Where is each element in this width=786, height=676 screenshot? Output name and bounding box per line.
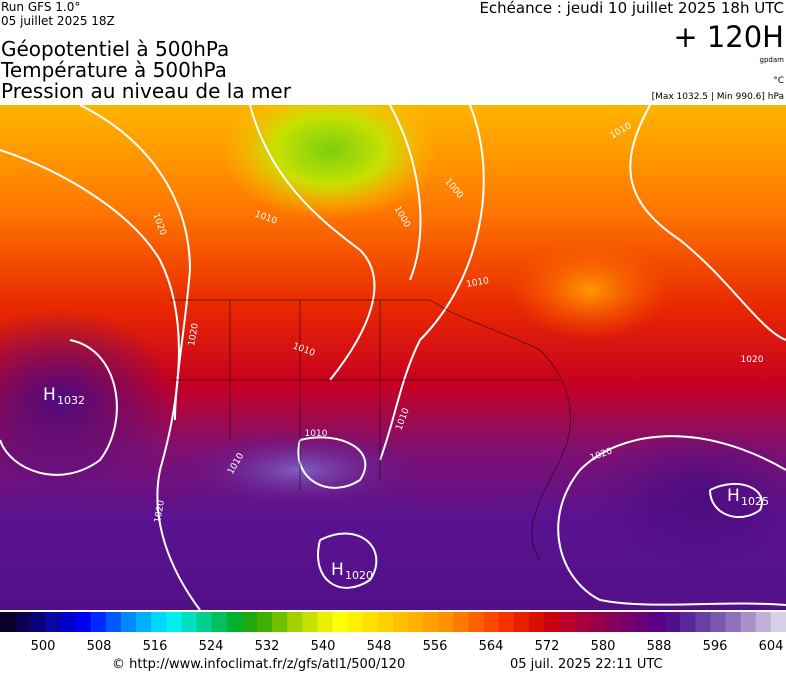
unit: gpdam bbox=[760, 56, 785, 64]
isobar-label: 1020 bbox=[153, 499, 167, 524]
colorbar-tick-label: 500 bbox=[31, 639, 56, 654]
colorbar-tick-label: 508 bbox=[87, 639, 112, 654]
colorbar-tick-label: 588 bbox=[647, 639, 672, 654]
colorbar-swatch bbox=[256, 612, 273, 632]
colorbar-swatch bbox=[604, 612, 621, 632]
colorbar-swatch bbox=[211, 612, 228, 632]
colorbar-swatch bbox=[151, 612, 167, 632]
source-url: © http://www.infoclimat.fr/z/gfs/atl1/50… bbox=[112, 657, 405, 672]
colorbar-swatch bbox=[226, 612, 243, 632]
map bbox=[0, 105, 786, 610]
colorbar-swatch bbox=[725, 612, 742, 632]
colorbar-swatch bbox=[649, 612, 666, 632]
colorbar-swatch bbox=[770, 612, 786, 632]
colorbar-swatch bbox=[302, 612, 318, 632]
colorbar-swatch bbox=[529, 612, 545, 632]
colorbar-swatch bbox=[513, 612, 530, 632]
colorbar-swatch bbox=[453, 612, 470, 632]
title-line: Géopotentiel à 500hPa bbox=[1, 37, 229, 61]
colorbar-swatch bbox=[287, 612, 303, 632]
high-value: 1032 bbox=[57, 394, 85, 407]
colorbar-swatch bbox=[468, 612, 485, 632]
pressure-range: [Max 1032.5 | Min 990.6] hPa bbox=[652, 92, 784, 102]
colorbar-swatch bbox=[740, 612, 757, 632]
colorbar-tick-label: 516 bbox=[143, 639, 168, 654]
colorbar-swatch bbox=[589, 612, 606, 632]
high-letter: H bbox=[43, 385, 56, 405]
colorbar-swatch bbox=[75, 612, 92, 632]
isobar-label: 1010 bbox=[466, 276, 491, 290]
colorbar-tick-label: 580 bbox=[591, 639, 616, 654]
colorbar-tick-label: 532 bbox=[255, 639, 280, 654]
colorbar-swatch bbox=[680, 612, 696, 632]
colorbar-swatch bbox=[710, 612, 727, 632]
colorbar-tick-label: 540 bbox=[311, 639, 336, 654]
high-letter: H bbox=[331, 560, 344, 580]
colorbar-swatch bbox=[45, 612, 61, 632]
colorbar-swatch bbox=[559, 612, 575, 632]
colorbar-swatch bbox=[30, 612, 46, 632]
colorbar-swatch bbox=[105, 612, 122, 632]
colorbar-swatch bbox=[393, 612, 409, 632]
isobar-label: 1020 bbox=[741, 355, 764, 365]
colorbar-swatch bbox=[166, 612, 182, 632]
colorbar-swatch bbox=[241, 612, 258, 632]
colorbar-swatch bbox=[695, 612, 711, 632]
colorbar-swatch bbox=[15, 612, 31, 632]
colorbar-swatch bbox=[0, 612, 16, 632]
title-line: Pression au niveau de la mer bbox=[1, 79, 292, 103]
colorbar-swatch bbox=[498, 612, 515, 632]
colorbar-swatch bbox=[438, 612, 454, 632]
valid-time: Echéance : jeudi 10 juillet 2025 18h UTC bbox=[479, 0, 784, 17]
colorbar-tick-label: 524 bbox=[199, 639, 224, 654]
colorbar-swatch bbox=[181, 612, 197, 632]
colorbar-swatch bbox=[347, 612, 364, 632]
high-value: 1025 bbox=[741, 495, 769, 508]
colorbar-swatch bbox=[619, 612, 636, 632]
colorbar-swatch bbox=[377, 612, 394, 632]
colorbar-tick-label: 548 bbox=[367, 639, 392, 654]
isobar-label: 1020 bbox=[187, 322, 201, 347]
colorbar-tick-label: 596 bbox=[703, 639, 728, 654]
colorbar-swatch bbox=[272, 612, 288, 632]
title-line: Température à 500hPa bbox=[0, 58, 227, 82]
colorbar-swatch bbox=[362, 612, 379, 632]
colorbar-tick-label: 556 bbox=[423, 639, 448, 654]
colorbar-swatch bbox=[317, 612, 334, 632]
colorbar-swatch bbox=[574, 612, 590, 632]
isobar-label: 1010 bbox=[305, 429, 328, 439]
colorbar-swatch bbox=[423, 612, 439, 632]
colorbar-swatch bbox=[544, 612, 560, 632]
colorbar-swatch bbox=[665, 612, 681, 632]
colorbar-swatch bbox=[483, 612, 500, 632]
colorbar-swatch bbox=[634, 612, 651, 632]
colorbar-swatch bbox=[120, 612, 137, 632]
colorbar-swatch bbox=[755, 612, 772, 632]
high-value: 1020 bbox=[345, 569, 373, 582]
colorbar-tick-label: 564 bbox=[479, 639, 504, 654]
unit: °C bbox=[773, 76, 784, 86]
colorbar-swatch bbox=[60, 612, 77, 632]
colorbar-swatch bbox=[136, 612, 152, 632]
colorbar-swatch bbox=[408, 612, 424, 632]
lead-time: + 120H bbox=[673, 20, 784, 54]
timestamp: 05 juil. 2025 22:11 UTC bbox=[510, 657, 663, 672]
high-letter: H bbox=[727, 486, 740, 506]
colorbar-swatch bbox=[332, 612, 349, 632]
run: Run GFS 1.0° bbox=[1, 0, 80, 14]
colorbar-swatch bbox=[90, 612, 107, 632]
run-date: 05 juillet 2025 18Z bbox=[1, 14, 115, 28]
colorbar-tick-label: 572 bbox=[535, 639, 560, 654]
colorbar-swatch bbox=[196, 612, 213, 632]
colorbar-tick-label: 604 bbox=[759, 639, 784, 654]
